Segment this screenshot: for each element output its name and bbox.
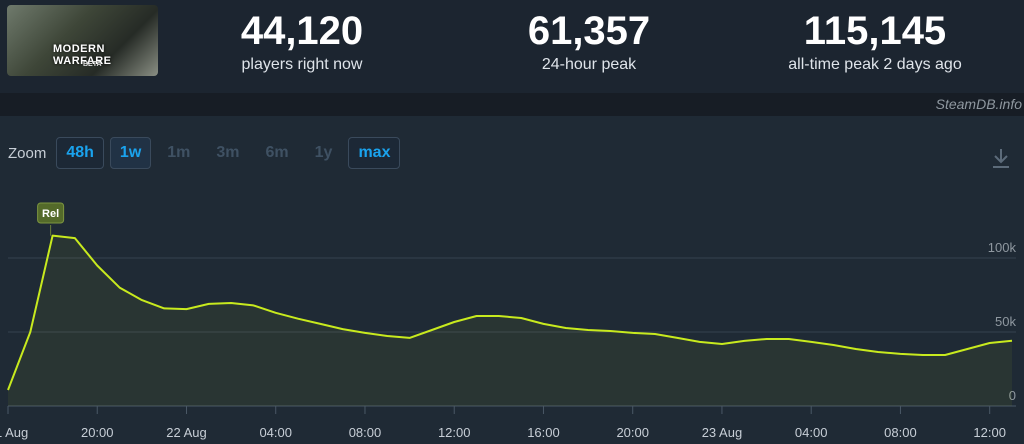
x-tick-label: 23 Aug [702, 425, 743, 440]
x-tick-label: 20:00 [81, 425, 114, 440]
zoom-button: 1m [167, 144, 191, 161]
y-tick-label: 50k [995, 314, 1016, 329]
x-tick-label: 08:00 [349, 425, 382, 440]
x-tick-label: 16:00 [527, 425, 560, 440]
x-tick-label: 04:00 [259, 425, 292, 440]
band [0, 93, 1024, 116]
x-tick-label: 08:00 [884, 425, 917, 440]
x-tick-label: 22 Aug [166, 425, 207, 440]
area [8, 235, 1012, 406]
stat-label: 24-hour peak [541, 56, 637, 73]
stat-value: 61,357 [527, 9, 651, 53]
stat-value: 115,145 [803, 9, 947, 53]
x-tick-label: 12:00 [973, 425, 1006, 440]
zoom-label: Zoom [8, 144, 47, 162]
zoom-button[interactable]: 48h [56, 137, 104, 169]
stat-label: all-time peak 2 days ago [788, 56, 962, 73]
header: MODERN WARFARE BETA 44,120 players right… [0, 0, 1024, 93]
game-logo[interactable]: MODERN WARFARE BETA [7, 5, 158, 76]
y-tick-label: 100k [988, 240, 1017, 255]
stat-value: 44,120 [240, 9, 364, 53]
watermark[interactable]: SteamDB.info [935, 96, 1022, 112]
stat: 44,120 players right now [172, 8, 432, 74]
annotation: Rel [42, 208, 59, 220]
zoom-button[interactable]: 1w [109, 137, 152, 169]
zoom-bar: Zoom 48h 1w 1m 3m 6m 1y max [8, 137, 401, 169]
stat: 115,145 all-time peak 2 days ago [745, 8, 1005, 74]
x-tick-label: 20:00 [616, 425, 649, 440]
stat: 61,357 24-hour peak [459, 8, 719, 74]
stat-label: players right now [241, 56, 363, 73]
line [7, 234, 1013, 391]
zoom-button: 1y [314, 144, 333, 161]
flag [37, 202, 65, 224]
download-icon [993, 149, 1009, 168]
y-tick-label: 0 [1009, 388, 1016, 403]
x-tick-label: 12:00 [438, 425, 471, 440]
x-tick-label: 21 Aug [0, 425, 28, 440]
x-tick-label: 04:00 [795, 425, 828, 440]
zoom-button[interactable]: max [348, 137, 401, 169]
logo-title: MODERN WARFARE [53, 43, 112, 67]
logo-subtitle: BETA [83, 61, 102, 68]
zoom-button: 6m [265, 144, 289, 161]
download-button[interactable] [990, 146, 1012, 170]
zoom-button: 3m [216, 144, 240, 161]
